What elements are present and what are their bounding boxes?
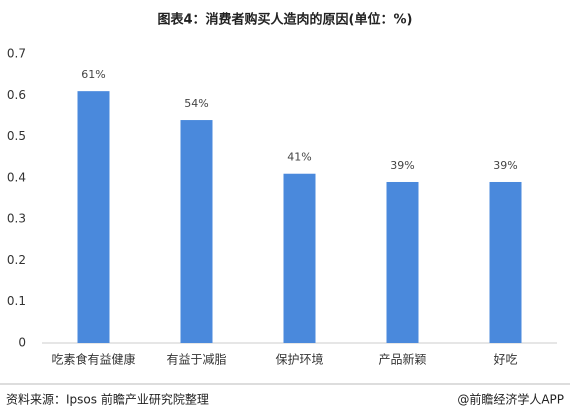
x-tick-label: 保护环境: [275, 352, 323, 367]
y-tick-label: 0: [18, 336, 26, 350]
bar: [180, 120, 213, 343]
x-tick-label: 吃素食有益健康: [51, 352, 135, 367]
x-tick-label: 产品新颖: [378, 352, 426, 367]
value-label: 54%: [184, 97, 208, 110]
y-tick-label: 0.7: [7, 47, 26, 61]
credit: @前瞻经济学人APP: [457, 392, 564, 407]
y-tick-label: 0.6: [7, 88, 26, 102]
y-tick-label: 0.5: [7, 129, 26, 143]
bar: [77, 91, 110, 344]
value-label: 41%: [287, 151, 311, 164]
value-label: 39%: [390, 159, 414, 172]
bar: [386, 181, 419, 343]
x-tick-label: 好吃: [493, 353, 517, 367]
y-tick-label: 0.4: [7, 170, 26, 184]
value-label: 61%: [81, 68, 105, 81]
chart-title: 图表4：消费者购买人造肉的原因(单位：%): [158, 12, 413, 28]
bar: [489, 181, 522, 343]
value-label: 39%: [493, 159, 517, 172]
y-tick-label: 0.1: [7, 294, 26, 308]
source: 资料来源：Ipsos 前瞻产业研究院整理: [6, 392, 209, 407]
y-tick-label: 0.2: [7, 253, 26, 267]
bar: [283, 173, 316, 343]
x-tick-label: 有益于减脂: [166, 352, 226, 367]
y-tick-label: 0.3: [7, 212, 26, 226]
